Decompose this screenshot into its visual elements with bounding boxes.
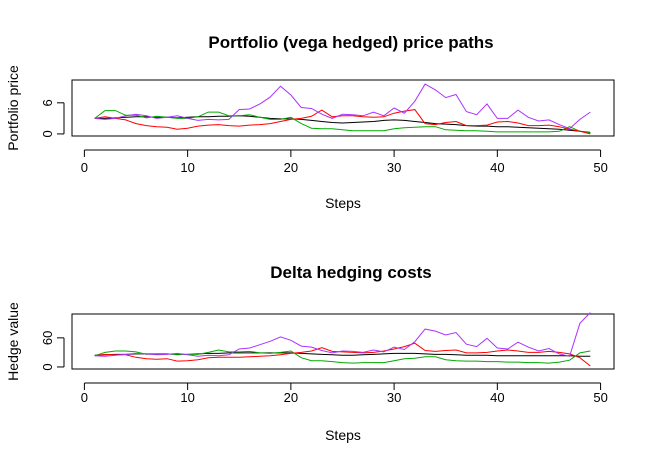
y-tick-label: 6 [40,99,55,106]
x-tick-label: 30 [387,390,401,405]
hedging-costs-panel: Delta hedging costs 0 10 20 30 40 50 0 60 Steps He… [5,263,615,443]
y-axis-label: Hedge value [5,302,21,381]
chart-title: Portfolio (vega hedged) price paths [208,33,493,52]
y-tick-label: 60 [40,331,55,345]
x-tick-label: 10 [180,390,194,405]
y-tick-label: 0 [40,363,55,370]
plot-frame [71,313,615,370]
x-tick-label: 0 [81,390,88,405]
series-line-3 [94,312,591,357]
series-line-3 [94,83,591,130]
y-tick-label: 0 [40,130,55,137]
y-axis-label: Portfolio price [5,65,21,151]
series-line-2 [94,109,591,135]
x-tick-label: 20 [284,390,298,405]
x-axis-label: Steps [325,195,361,211]
x-tick-label: 40 [490,160,504,175]
plot-frame [71,79,615,137]
series-line-1 [94,349,591,364]
x-tick-label: 30 [387,160,401,175]
x-tick-label: 0 [81,160,88,175]
x-tick-label: 10 [180,160,194,175]
series-line-2 [94,342,591,367]
x-tick-label: 20 [284,160,298,175]
x-tick-label: 40 [490,390,504,405]
series-line-1 [94,110,591,134]
chart-title: Delta hedging costs [270,263,432,282]
x-tick-label: 50 [593,390,607,405]
portfolio-price-panel: Portfolio (vega hedged) price paths 0 10 20… [5,33,615,211]
x-axis-label: Steps [325,427,361,443]
x-tick-label: 50 [593,160,607,175]
